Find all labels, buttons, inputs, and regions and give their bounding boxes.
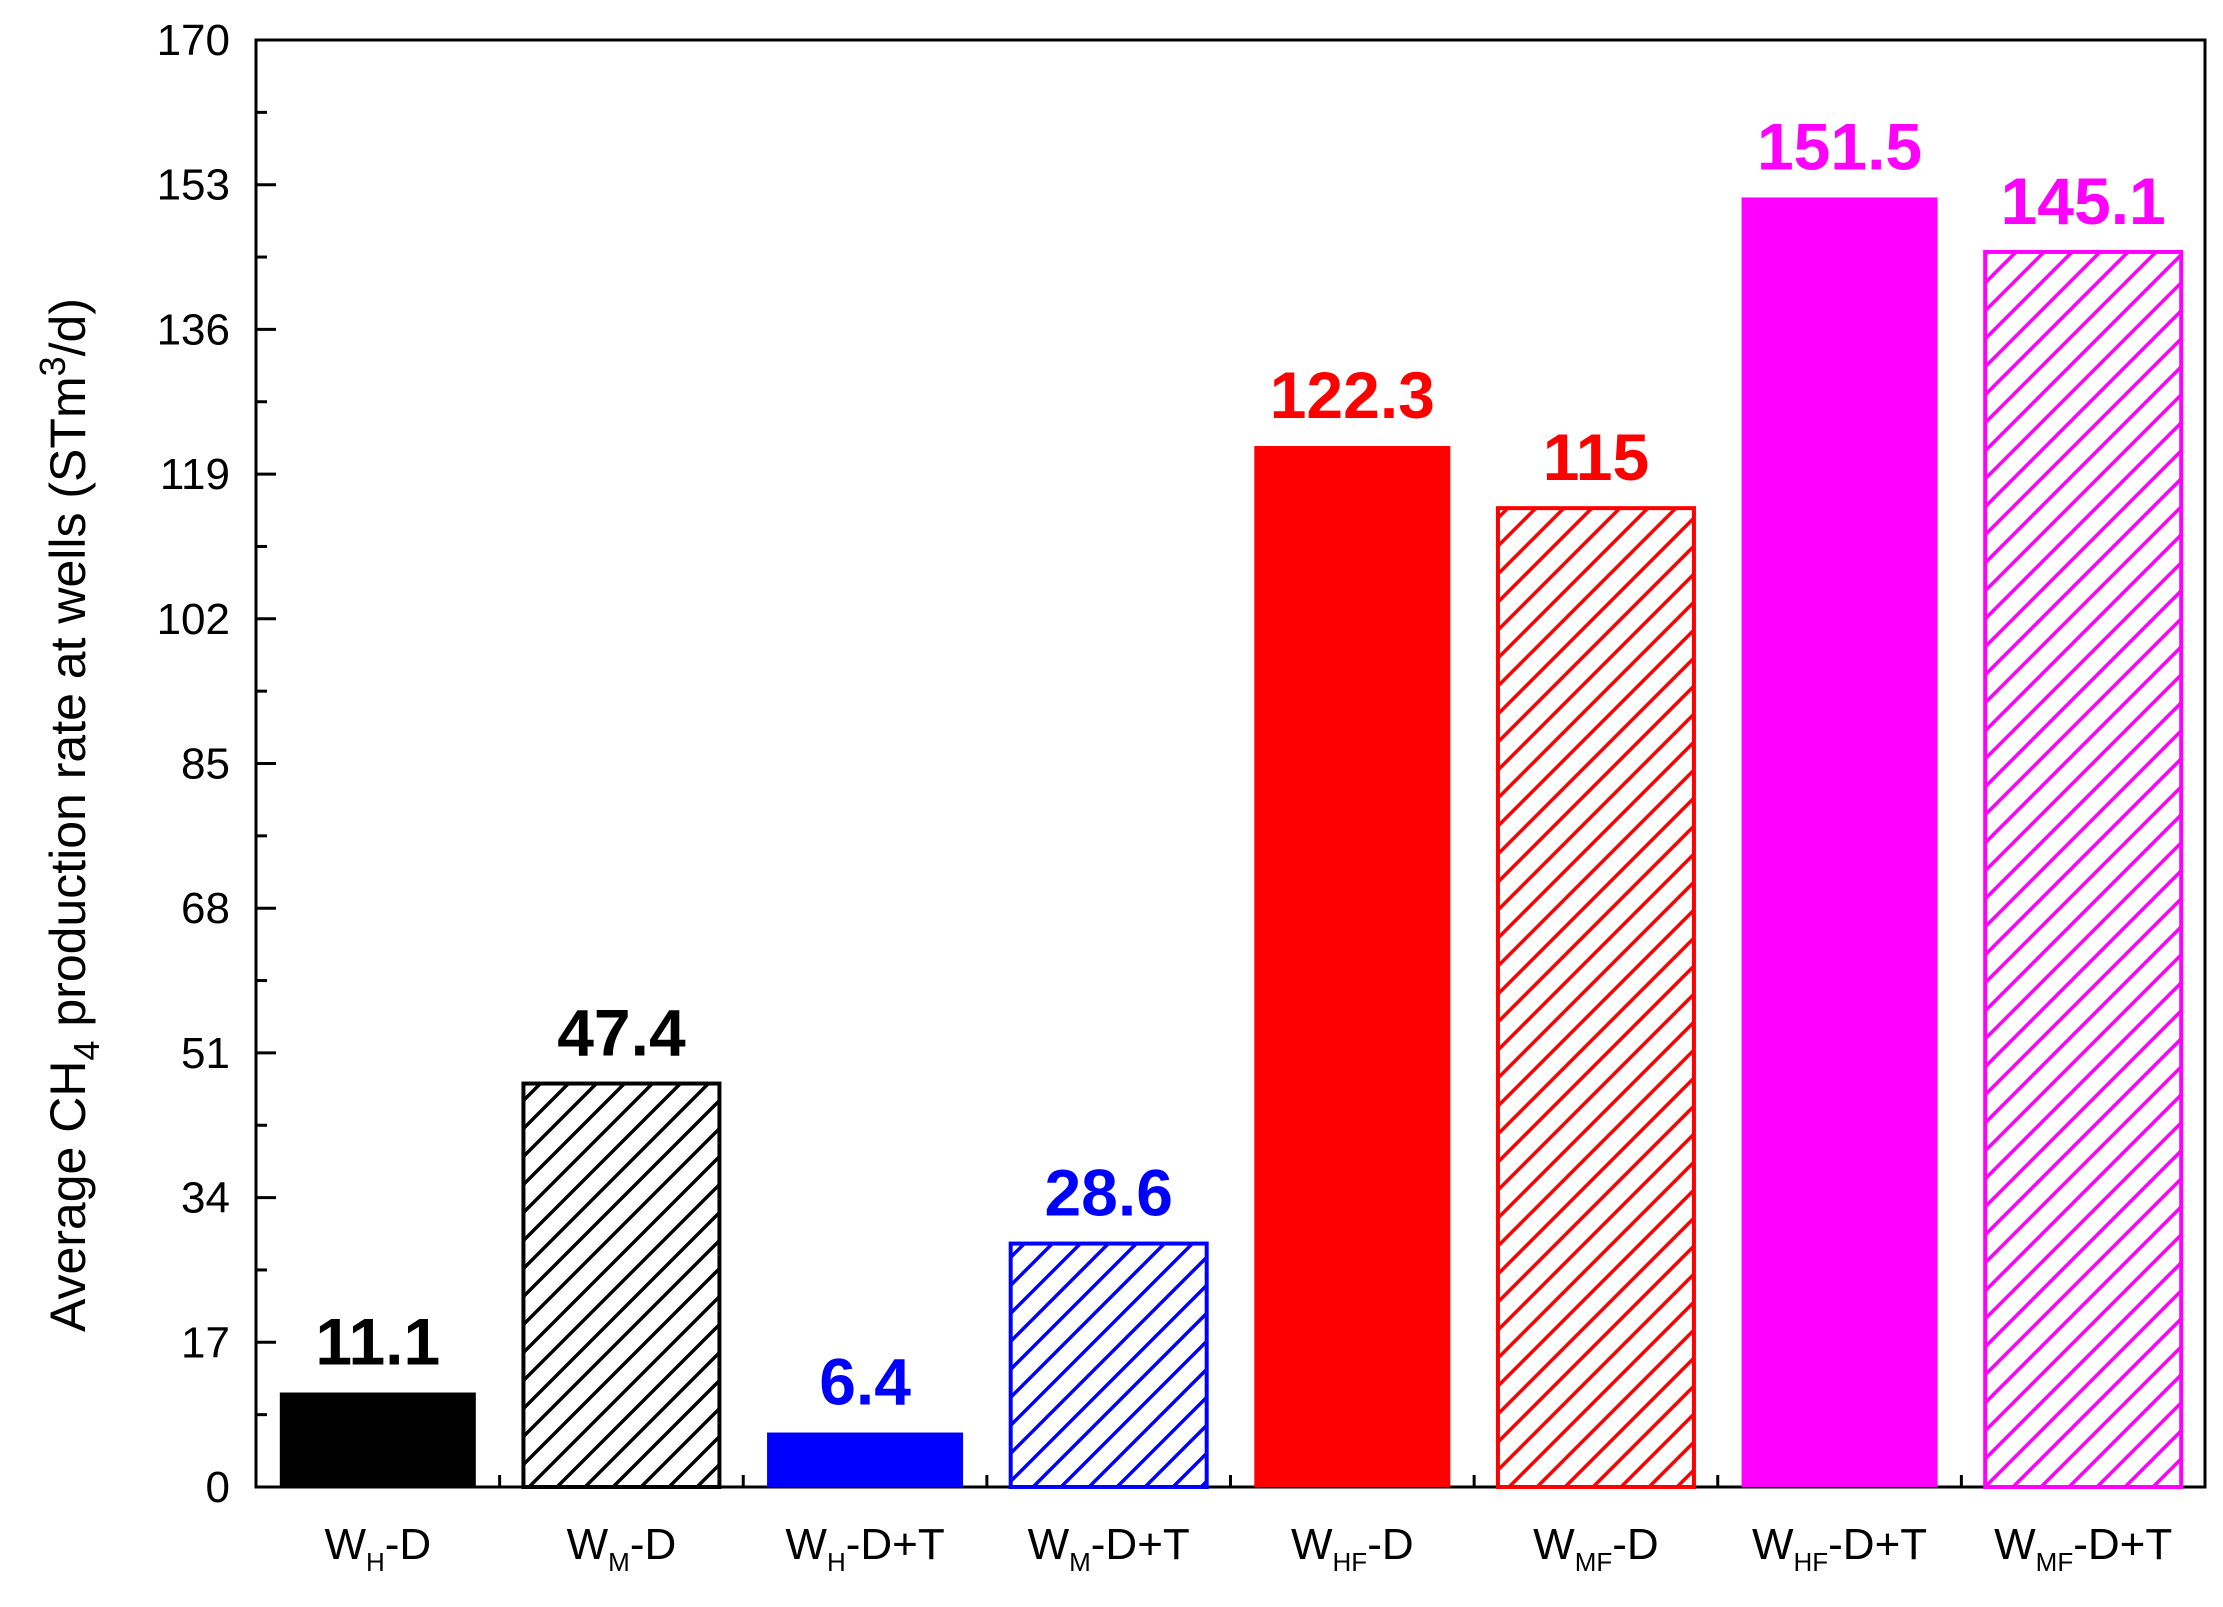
x-category-label: WMF-D+T bbox=[1994, 1520, 2172, 1577]
y-axis-title-subscript: 4 bbox=[66, 1041, 107, 1061]
y-tick-label: 34 bbox=[181, 1174, 230, 1223]
y-axis-title: Average CH4 production rate at wells (ST… bbox=[32, 298, 107, 1332]
bar-value-label: 47.4 bbox=[557, 996, 686, 1070]
bar bbox=[1008, 1241, 1209, 1489]
x-category-label: WH-D+T bbox=[785, 1520, 944, 1577]
y-tick-label: 153 bbox=[157, 161, 230, 210]
y-axis-title-unit-close: /d) bbox=[40, 298, 96, 356]
bar bbox=[1741, 197, 1938, 1487]
y-tick-label: 85 bbox=[181, 740, 230, 789]
plot-frame bbox=[254, 38, 2207, 1489]
y-tick-label: 136 bbox=[157, 305, 230, 354]
bar bbox=[521, 1081, 722, 1489]
bar-value-label: 6.4 bbox=[819, 1345, 911, 1419]
y-axis-title-superscript: 3 bbox=[32, 356, 73, 376]
bar bbox=[1983, 249, 2184, 1489]
y-axis-title-prefix: Average CH bbox=[40, 1061, 96, 1332]
x-category-label: WM-D+T bbox=[1028, 1520, 1190, 1577]
y-tick-label: 51 bbox=[181, 1029, 230, 1078]
y-tick-label: 119 bbox=[160, 450, 230, 499]
x-category-label: WHF-D bbox=[1291, 1520, 1414, 1577]
x-category-label: WHF-D+T bbox=[1752, 1520, 1927, 1577]
y-axis-title-middle: production rate at wells bbox=[40, 499, 96, 1041]
bars bbox=[279, 197, 2184, 1490]
value-labels: 11.1 WH-D 47.4 WM-D 6.4 WH-D+T 28.6 WM-D+T 122.3… bbox=[315, 109, 2172, 1577]
bar bbox=[279, 1392, 476, 1487]
x-category-label: WM-D bbox=[567, 1520, 677, 1577]
bar-value-label: 115 bbox=[1543, 420, 1649, 494]
bar bbox=[767, 1432, 964, 1487]
y-axis-title-unit-open: (STm bbox=[40, 376, 96, 498]
bar-value-label: 151.5 bbox=[1757, 109, 1922, 183]
bar bbox=[1495, 506, 1696, 1490]
x-category-label: WMF-D bbox=[1533, 1520, 1659, 1577]
bar bbox=[1254, 446, 1451, 1487]
y-tick-label: 0 bbox=[206, 1463, 230, 1512]
bar-value-label: 122.3 bbox=[1270, 358, 1435, 432]
x-category-label: WH-D bbox=[324, 1520, 431, 1577]
y-tick-label: 170 bbox=[157, 16, 230, 65]
bar-value-label: 11.1 bbox=[315, 1305, 440, 1379]
bar-value-label: 145.1 bbox=[2001, 164, 2166, 238]
y-tick-label: 102 bbox=[157, 595, 230, 644]
y-tick-label: 68 bbox=[181, 884, 230, 933]
y-tick-label: 17 bbox=[181, 1318, 230, 1367]
bar-value-label: 28.6 bbox=[1044, 1156, 1172, 1230]
axes: 0 17 34 51 68 85 102 119 136 153 170 bbox=[157, 16, 2207, 1512]
